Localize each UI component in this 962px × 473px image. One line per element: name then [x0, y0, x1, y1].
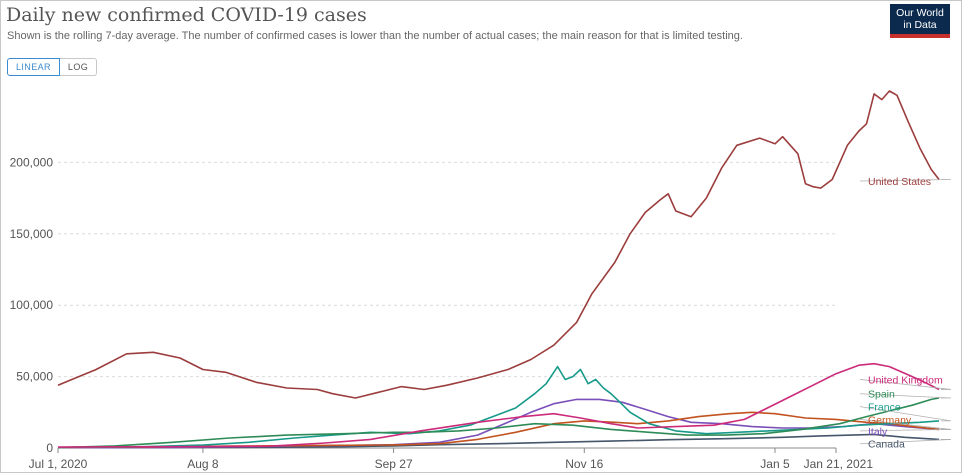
series-label-germany[interactable]: Germany [868, 414, 912, 426]
leader-line-united-kingdom [859, 379, 952, 390]
chart-subtitle: Shown is the rolling 7-day average. The … [7, 30, 743, 42]
logo-line-1: Our World [896, 7, 944, 19]
x-tick-label: Jul 1, 2020 [29, 457, 88, 471]
y-tick-label: 50,000 [16, 370, 53, 384]
series-labels: United States United Kingdom SpainFranceGe… [859, 176, 952, 451]
y-tick-label: 200,000 [10, 155, 54, 169]
x-tick-label: Nov 16 [565, 457, 603, 471]
logo-line-2: in Data [903, 18, 937, 31]
series-label-united-states[interactable]: United States [868, 176, 931, 188]
y-tick-label: 100,000 [10, 298, 54, 312]
x-tick-label: Jan 5 [760, 457, 790, 471]
series-line-united-states[interactable] [57, 90, 940, 399]
grid-lines [58, 161, 836, 449]
scale-toggle: LINEAR LOG [7, 58, 98, 76]
series-label-united-kingdom[interactable]: United Kingdom [868, 374, 943, 386]
leader-line-france [859, 406, 952, 422]
x-tick-label: Sep 27 [375, 457, 413, 471]
x-tick-label: Jan 21, 2021 [804, 457, 874, 471]
x-axis: Jul 1, 2020 Aug 8 Sep 27 Nov 16 Jan 5 Jan 21,… [29, 448, 874, 471]
log-scale-button[interactable]: LOG [59, 58, 98, 76]
x-tick-label: Aug 8 [187, 457, 219, 471]
y-tick-label: 150,000 [10, 227, 54, 241]
series-line-united-kingdom[interactable] [57, 362, 940, 448]
leader-line-italy [859, 429, 951, 432]
series-lines [57, 90, 940, 449]
linear-scale-button[interactable]: LINEAR [7, 58, 60, 76]
series-line-germany[interactable] [57, 411, 940, 449]
chart-title: Daily new confirmed COVID-19 cases [6, 4, 367, 26]
series-label-italy[interactable]: Italy [868, 426, 888, 438]
owid-logo[interactable]: Our World in Data [890, 4, 950, 38]
series-line-spain[interactable] [57, 397, 940, 449]
leader-line-united-states [859, 179, 951, 182]
series-label-canada[interactable]: Canada [868, 439, 905, 451]
y-axis: 0 50,000 100,000 150,000 200,000 [10, 155, 54, 455]
leader-line-spain [859, 393, 951, 399]
leader-line-canada [859, 439, 951, 445]
series-label-france[interactable]: France [868, 402, 901, 414]
y-tick-label: 0 [46, 441, 53, 455]
series-label-spain[interactable]: Spain [868, 389, 895, 401]
series-line-canada[interactable] [57, 433, 940, 449]
